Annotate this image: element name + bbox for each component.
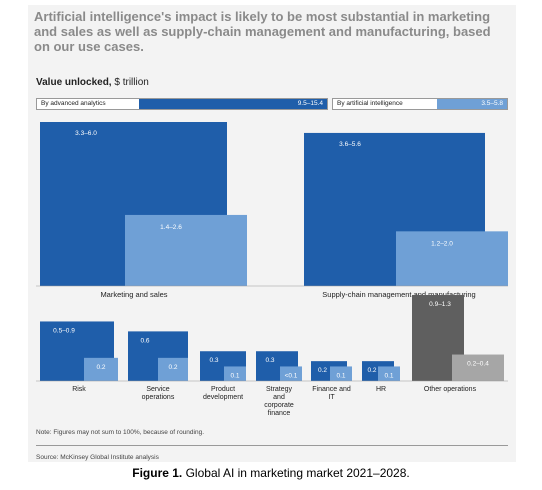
category-label-3-line-0: Service <box>146 386 169 393</box>
legend-ai-bar <box>437 99 507 109</box>
data-label-analytics-0: 3.3–6.0 <box>75 130 97 137</box>
bar-ai-6 <box>330 366 352 381</box>
category-label-1: Supply-chain management and manufacturin… <box>322 290 475 299</box>
bar-ai-8 <box>452 354 504 381</box>
category-label-3-line-1: operations <box>142 394 175 401</box>
data-label-ai-8: 0.2–0.4 <box>467 361 489 368</box>
legend-analytics-label: By advanced analytics <box>41 100 106 107</box>
data-label-ai-2: 0.2 <box>96 364 105 371</box>
chart-frame: Artificial intelligence's impact is like… <box>28 5 516 462</box>
data-label-analytics-5: 0.3 <box>265 357 274 364</box>
footnote: Note: Figures may not sum to 100%, becau… <box>36 429 205 436</box>
category-label-6-line-1: IT <box>328 394 335 401</box>
legend-analytics: By advanced analytics 9.5–15.4 <box>36 98 328 110</box>
source-divider <box>36 445 508 446</box>
legend-analytics-bar <box>139 99 327 109</box>
category-label-5-line-0: Strategy <box>266 386 293 393</box>
bar-ai-1 <box>396 231 508 286</box>
data-label-ai-4: 0.1 <box>230 372 239 379</box>
bar-ai-3 <box>158 357 188 381</box>
category-label-5-line-2: corporate <box>264 402 294 409</box>
bar-ai-4 <box>224 366 246 381</box>
data-label-ai-7: 0.1 <box>384 372 393 379</box>
legend-ai: By artificial intelligence 3.5–5.8 <box>332 98 508 110</box>
caption-label: Figure 1. <box>132 466 183 480</box>
legend-analytics-range: 9.5–15.4 <box>297 100 323 107</box>
category-label-2-line-0: Risk <box>72 386 86 393</box>
unit-label-bold: Value unlocked, <box>36 77 112 88</box>
unit-label-suffix: $ trillion <box>111 77 149 88</box>
figure-caption: Figure 1. Global AI in marketing market … <box>0 466 542 480</box>
bar-ai-7 <box>378 366 400 381</box>
chart-svg: 3.3–6.0 1.4–2.6 3.6–5.6 1.2–2.0 Marketing an… <box>36 122 508 417</box>
legend-ai-label: By artificial intelligence <box>337 100 403 107</box>
data-label-analytics-6: 0.2 <box>318 367 327 374</box>
data-label-ai-1: 1.2–2.0 <box>431 240 453 247</box>
data-label-ai-6: 0.1 <box>336 372 345 379</box>
category-label-6-line-0: Finance and <box>312 386 351 393</box>
data-label-analytics-7: 0.2 <box>367 367 376 374</box>
data-label-analytics-2: 0.5–0.9 <box>53 327 75 334</box>
data-label-ai-5: <0.1 <box>285 372 298 379</box>
chart-title: Artificial intelligence's impact is like… <box>34 9 491 54</box>
caption-text: Global AI in marketing market 2021–2028. <box>182 466 410 480</box>
source-note: Source: McKinsey Global Institute analys… <box>36 454 159 461</box>
category-label-4-line-1: development <box>203 394 243 401</box>
data-label-analytics-3: 0.6 <box>140 337 149 344</box>
category-label-8-line-0: Other operations <box>424 386 477 393</box>
category-label-5-line-1: and <box>273 394 285 401</box>
data-label-analytics-8: 0.9–1.3 <box>429 301 451 308</box>
data-label-ai-0: 1.4–2.6 <box>160 224 182 231</box>
bar-ai-2 <box>84 357 118 381</box>
category-label-0: Marketing and sales <box>100 290 167 299</box>
legend-ai-range: 3.5–5.8 <box>481 100 503 107</box>
category-label-5-line-3: finance <box>268 410 291 417</box>
unit-label: Value unlocked, $ trillion <box>36 77 149 88</box>
bar-ai-0 <box>125 214 247 286</box>
data-label-analytics-1: 3.6–5.6 <box>339 141 361 148</box>
data-label-analytics-4: 0.3 <box>209 357 218 364</box>
category-label-4-line-0: Product <box>211 386 235 393</box>
bar-ai-5 <box>280 366 302 381</box>
data-label-ai-3: 0.2 <box>168 364 177 371</box>
category-label-7-line-0: HR <box>376 386 386 393</box>
